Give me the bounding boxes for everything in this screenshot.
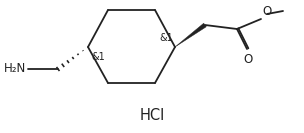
Text: &1: &1 — [91, 52, 105, 62]
Text: &1: &1 — [159, 33, 173, 43]
Polygon shape — [175, 23, 206, 47]
Text: O: O — [244, 53, 253, 66]
Text: HCl: HCl — [139, 107, 165, 122]
Text: H₂N: H₂N — [4, 63, 26, 76]
Text: O: O — [262, 5, 271, 18]
